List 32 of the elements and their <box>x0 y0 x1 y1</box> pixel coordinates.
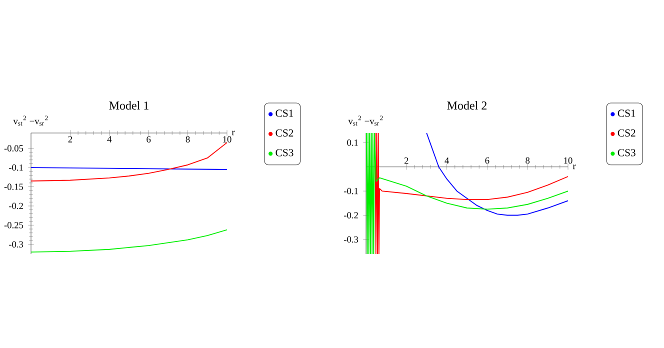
legend-label: CS3 <box>276 149 294 156</box>
y-tick-label: -0.1 <box>9 164 23 171</box>
y-tick-label: -0.15 <box>4 184 24 190</box>
x-tick-label: 4 <box>444 158 449 164</box>
y-tick-label: -0.3 <box>344 236 358 243</box>
y-tick-label: -0.3 <box>9 241 24 248</box>
legend-label: CS2 <box>618 129 636 137</box>
x-axis-title: r <box>232 130 235 136</box>
legend-label: CS2 <box>276 129 294 137</box>
x-tick-label: 2 <box>404 158 408 164</box>
x-tick-label: 8 <box>526 157 530 164</box>
line-series <box>31 229 227 253</box>
legend-label: CS1 <box>276 110 294 117</box>
x-tick-label: 10 <box>223 136 232 142</box>
y-tick-label: -0.25 <box>4 222 24 228</box>
chart-title: Model 2 <box>447 101 486 110</box>
x-tick-label: 4 <box>107 136 112 142</box>
y-tick-label: 0.1 <box>347 139 358 146</box>
x-tick-label: 6 <box>146 136 151 142</box>
x-tick-label: 10 <box>564 157 572 164</box>
legend-label: CS1 <box>618 110 636 117</box>
line-series <box>31 142 227 182</box>
x-tick-label: 8 <box>186 136 190 142</box>
x-axis-title: r <box>572 164 576 170</box>
legend-label: CS3 <box>618 149 636 156</box>
y-tick-label: -0.1 <box>344 188 358 194</box>
y-tick-label: -0.05 <box>4 145 24 152</box>
chart-title: Model 1 <box>109 101 148 110</box>
x-tick-label: 2 <box>68 136 72 142</box>
y-tick-label: -0.2 <box>344 212 358 218</box>
x-tick-label: 6 <box>485 157 490 164</box>
y-tick-label: -0.2 <box>9 202 23 210</box>
